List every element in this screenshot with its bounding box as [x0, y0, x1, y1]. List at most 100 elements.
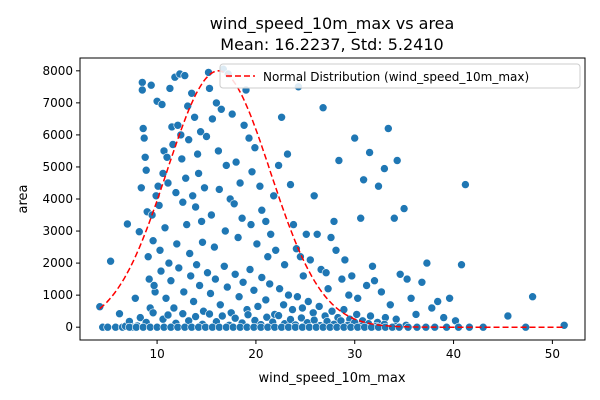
data-point: [181, 173, 190, 183]
data-point: [246, 220, 256, 229]
x-tick-label: 30: [347, 347, 362, 361]
data-point: [184, 135, 193, 144]
normal-distribution-curve: [99, 70, 565, 328]
points-layer: [95, 64, 569, 332]
data-point: [204, 68, 213, 77]
data-point: [189, 297, 198, 306]
data-point: [269, 191, 279, 201]
x-axis-label: wind_speed_10m_max: [258, 371, 405, 386]
data-point: [163, 310, 173, 320]
data-point: [179, 287, 189, 297]
data-point: [391, 314, 401, 324]
y-tick-label: 0: [65, 320, 73, 334]
chart-title: wind_speed_10m_max vs area: [210, 14, 455, 34]
data-point: [279, 300, 288, 310]
data-point: [135, 227, 144, 236]
data-point: [402, 274, 412, 284]
data-point: [392, 156, 402, 165]
data-point: [399, 204, 409, 213]
data-point: [141, 165, 151, 175]
x-tick-label: 10: [149, 347, 164, 361]
data-point: [265, 279, 275, 289]
data-point: [331, 246, 341, 255]
data-point: [191, 312, 200, 321]
data-point: [140, 153, 150, 162]
data-point: [274, 161, 283, 170]
data-point: [334, 156, 344, 165]
data-point: [205, 309, 214, 319]
data-point: [166, 276, 176, 286]
data-point: [205, 84, 214, 93]
data-point: [284, 290, 293, 300]
legend: Normal Distribution (wind_speed_10m_max): [219, 63, 581, 89]
data-point: [115, 309, 124, 319]
data-point: [220, 261, 229, 271]
y-tick-label: 2000: [42, 256, 73, 270]
data-point: [171, 188, 181, 197]
data-point: [368, 261, 377, 271]
data-point: [212, 98, 221, 108]
data-point: [417, 277, 427, 287]
data-point: [380, 164, 389, 173]
data-point: [289, 220, 298, 229]
data-point: [222, 161, 231, 170]
data-point: [183, 101, 192, 111]
data-point: [271, 246, 281, 255]
data-point: [370, 276, 379, 286]
data-point: [283, 149, 292, 159]
data-point: [326, 233, 336, 242]
data-point: [227, 109, 237, 119]
data-point: [323, 284, 333, 294]
data-point: [139, 133, 149, 143]
data-point: [366, 311, 375, 321]
data-point: [427, 303, 437, 313]
y-tick-label: 3000: [42, 224, 73, 238]
data-point: [211, 274, 220, 284]
data-point: [250, 143, 260, 152]
data-point: [221, 226, 230, 236]
data-point: [243, 310, 253, 320]
data-point: [156, 266, 166, 276]
data-point: [244, 133, 254, 143]
y-tick-label: 5000: [42, 160, 73, 174]
data-point: [172, 239, 182, 249]
data-point: [337, 274, 347, 284]
data-point: [192, 260, 201, 270]
data-point: [188, 191, 197, 201]
data-point: [235, 178, 245, 188]
data-point: [389, 213, 399, 223]
data-point: [261, 217, 271, 226]
data-point: [148, 308, 158, 318]
data-point: [185, 249, 194, 258]
data-point: [314, 302, 324, 311]
data-point: [106, 256, 115, 266]
data-point: [445, 293, 454, 303]
data-point: [123, 219, 132, 229]
data-point: [230, 313, 240, 323]
data-point: [137, 183, 146, 193]
data-point: [303, 297, 313, 306]
data-point: [174, 263, 184, 273]
data-point: [411, 310, 421, 319]
data-point: [207, 210, 216, 220]
data-point: [528, 292, 537, 302]
data-point: [255, 181, 265, 191]
data-point: [395, 269, 405, 279]
data-point: [350, 133, 360, 143]
data-point: [253, 302, 263, 311]
data-point: [262, 312, 272, 322]
data-point: [293, 292, 302, 302]
y-tick-label: 8000: [42, 64, 73, 78]
data-point: [178, 309, 188, 319]
data-point: [365, 148, 374, 157]
data-point: [280, 260, 289, 270]
plot-area: [79, 57, 586, 341]
data-point: [257, 273, 267, 282]
legend-label: Normal Distribution (wind_speed_10m_max): [263, 70, 529, 84]
data-point: [158, 169, 168, 178]
data-point: [237, 213, 247, 223]
x-tick-label: 40: [446, 347, 461, 361]
data-point: [138, 85, 147, 95]
data-point: [195, 281, 204, 290]
data-point: [422, 258, 432, 268]
